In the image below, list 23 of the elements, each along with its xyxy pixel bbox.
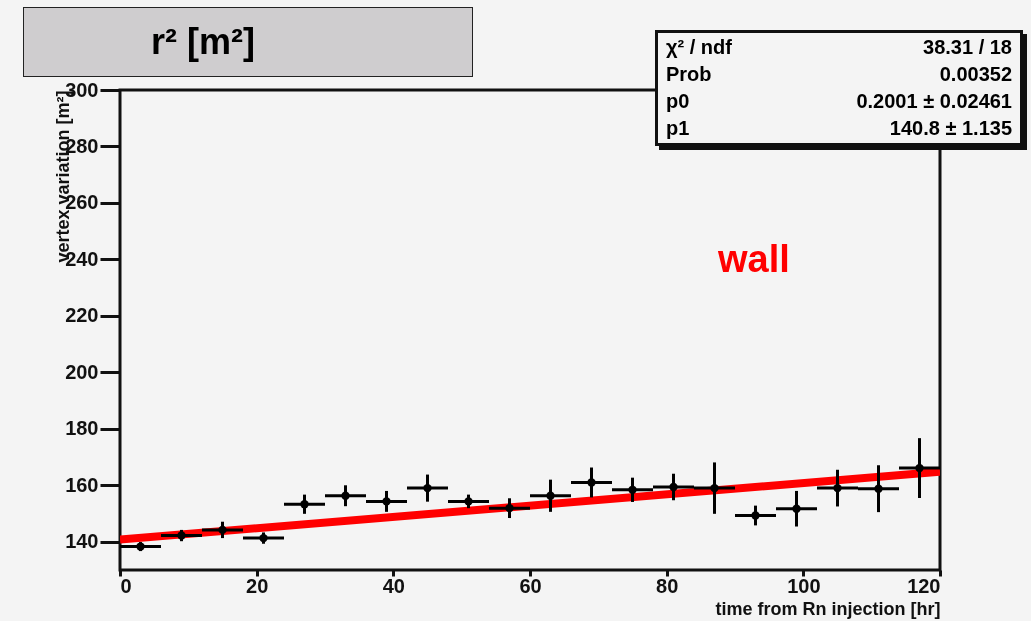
x-axis-title: time from Rn injection [hr] bbox=[715, 598, 941, 619]
text: 38.31 / 18 bbox=[922, 35, 1012, 60]
x-tick-label: 20 bbox=[246, 574, 269, 597]
x-tick-label: 40 bbox=[382, 574, 405, 597]
x-tick-label: 0 bbox=[120, 574, 132, 597]
y-tick-label: 220 bbox=[65, 304, 99, 327]
annotation: 140.8 ± 1.135 bbox=[888, 116, 1012, 141]
annotation: 0.2001 ± 0.02461 bbox=[855, 89, 1012, 114]
x-tick-label: 80 bbox=[656, 574, 679, 597]
y-tick-label: 180 bbox=[65, 417, 99, 440]
annotation: p1 bbox=[666, 116, 691, 141]
x-tick-label: 120 bbox=[907, 574, 941, 597]
text: 0.00352 bbox=[938, 62, 1012, 87]
y-tick-label: 140 bbox=[65, 530, 99, 553]
annotation: p0 bbox=[666, 89, 691, 114]
x-tick-label: 60 bbox=[519, 574, 542, 597]
y-tick-label: 200 bbox=[65, 360, 99, 383]
x-tick-label: 100 bbox=[787, 574, 821, 597]
chart-title: r² [m²] bbox=[23, 7, 473, 77]
y-tick-label: 160 bbox=[65, 473, 99, 496]
text: Prob bbox=[666, 62, 713, 87]
annotation: wall bbox=[718, 238, 790, 281]
text: χ² / ndf bbox=[666, 35, 732, 60]
